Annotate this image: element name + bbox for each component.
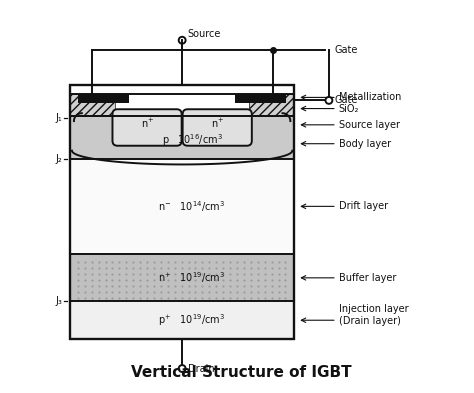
- Text: J₁: J₁: [55, 113, 62, 123]
- Text: Drain: Drain: [188, 364, 215, 373]
- Text: Source: Source: [187, 29, 220, 39]
- Bar: [70, 94, 116, 116]
- Text: Body layer: Body layer: [339, 139, 391, 149]
- Bar: [70, 116, 294, 158]
- Text: Vertical Structure of IGBT: Vertical Structure of IGBT: [131, 365, 352, 380]
- Text: Gate: Gate: [335, 95, 358, 105]
- Bar: [78, 94, 129, 103]
- FancyBboxPatch shape: [182, 109, 252, 146]
- FancyBboxPatch shape: [112, 109, 182, 146]
- Text: J₂: J₂: [55, 154, 62, 163]
- Text: Metallization: Metallization: [339, 92, 401, 103]
- Text: Gate: Gate: [335, 45, 358, 55]
- Text: J₃: J₃: [55, 296, 62, 307]
- Text: SiO₂: SiO₂: [339, 104, 359, 114]
- Bar: [249, 94, 294, 116]
- Text: p$^{+}$   10$^{19}$/cm$^{3}$: p$^{+}$ 10$^{19}$/cm$^{3}$: [158, 312, 226, 328]
- Text: n$^{+}$: n$^{+}$: [210, 117, 224, 130]
- Bar: [70, 94, 116, 116]
- Text: Buffer layer: Buffer layer: [339, 273, 396, 283]
- Text: n$^{+}$: n$^{+}$: [140, 117, 154, 130]
- Bar: [249, 94, 294, 116]
- Text: Drift layer: Drift layer: [339, 201, 388, 211]
- Bar: [70, 301, 294, 339]
- Text: Injection layer
(Drain layer): Injection layer (Drain layer): [339, 305, 409, 326]
- Bar: [70, 84, 294, 339]
- Text: n$^{-}$   10$^{14}$/cm$^{3}$: n$^{-}$ 10$^{14}$/cm$^{3}$: [158, 199, 226, 214]
- Text: n$^{+}$   10$^{19}$/cm$^{3}$: n$^{+}$ 10$^{19}$/cm$^{3}$: [158, 270, 226, 285]
- Text: p   10$^{16}$/cm$^{3}$: p 10$^{16}$/cm$^{3}$: [162, 132, 222, 148]
- Bar: [70, 254, 294, 301]
- Bar: [235, 94, 286, 103]
- Text: Source layer: Source layer: [339, 120, 400, 130]
- Bar: [70, 158, 294, 254]
